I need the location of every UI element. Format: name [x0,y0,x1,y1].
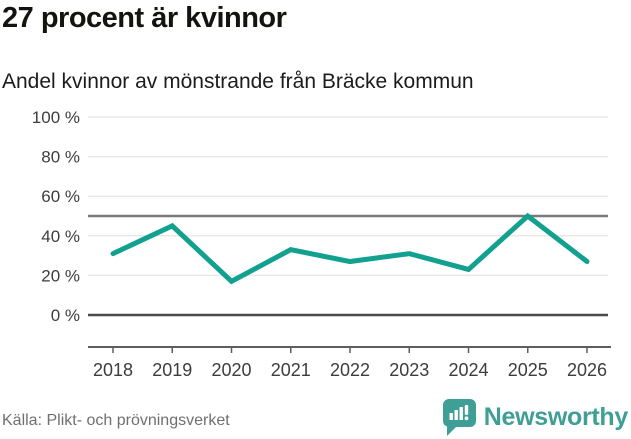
series-line [110,212,590,285]
newsworthy-logo-link[interactable]: Newsworthy [442,399,629,436]
y-tick-label: 40 % [41,227,80,246]
axis-labels: 0 % 20 % 40 % 60 % 80 % 100 % 2018 2019 2020 2021… [32,108,607,380]
y-tick-label: 80 % [41,148,80,167]
newsworthy-icon [442,399,476,436]
y-tick-label: 100 % [32,108,80,127]
gridlines [88,116,608,317]
x-tick-label: 2021 [271,360,311,380]
x-tick-label: 2025 [508,360,548,380]
newsworthy-wordmark: Newsworthy [483,403,629,431]
y-tick-label: 20 % [41,266,80,285]
y-tick-label: 60 % [41,187,80,206]
logo-bar-2 [454,410,458,420]
y-tick-label: 0 % [51,306,80,325]
chart-title: 27 procent är kvinnor [2,2,287,34]
source-caption: Källa: Plikt- och prövningsverket [2,412,230,429]
x-tick-label: 2023 [389,360,429,380]
logo-exclamation-dot [464,416,469,421]
x-tick-label: 2024 [448,360,488,380]
x-tick-label: 2022 [330,360,370,380]
x-tick-label: 2019 [152,360,192,380]
chart-subtitle: Andel kvinnor av mönstrande från Bräcke … [2,70,474,93]
logo-bar-3 [459,407,463,420]
logo-exclamation-bar [464,405,468,415]
x-tick-label: 2020 [211,360,251,380]
x-tick-label: 2026 [567,360,607,380]
x-tick-label: 2018 [93,360,133,380]
x-axis [88,346,611,353]
data-series [110,212,590,285]
logo-bar-1 [449,413,453,420]
